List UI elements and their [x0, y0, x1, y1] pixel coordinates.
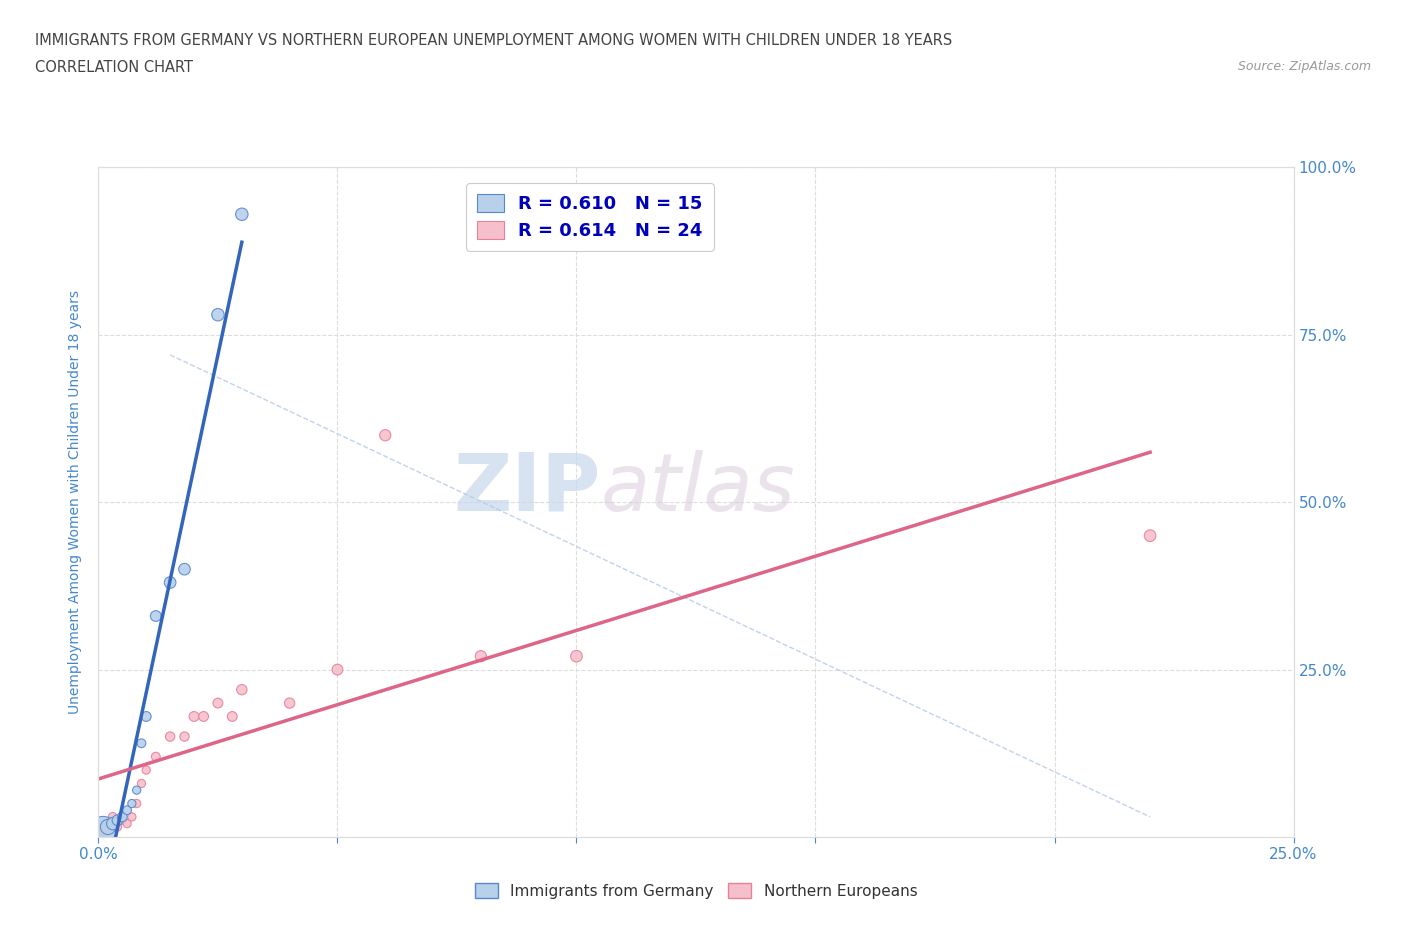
Point [145, 750, 167, 764]
Text: Source: ZipAtlas.com: Source: ZipAtlas.com [1237, 60, 1371, 73]
Text: atlas: atlas [600, 450, 796, 528]
Point [97, 817, 120, 831]
Text: CORRELATION CHART: CORRELATION CHART [35, 60, 193, 75]
Point [207, 307, 229, 322]
Point [565, 649, 588, 664]
Point [111, 809, 134, 824]
Point [107, 819, 129, 834]
Y-axis label: Unemployment Among Women with Children Under 18 years: Unemployment Among Women with Children U… [69, 290, 83, 714]
Point [111, 813, 134, 828]
Point [173, 729, 195, 744]
Point [193, 709, 215, 724]
Point [91, 823, 114, 838]
Point [231, 683, 253, 698]
Text: IMMIGRANTS FROM GERMANY VS NORTHERN EUROPEAN UNEMPLOYMENT AMONG WOMEN WITH CHILD: IMMIGRANTS FROM GERMANY VS NORTHERN EURO… [35, 33, 952, 47]
Point [97, 819, 120, 834]
Point [131, 736, 153, 751]
Point [121, 796, 143, 811]
Point [101, 817, 124, 831]
Point [159, 575, 181, 590]
Point [135, 709, 157, 724]
Point [135, 763, 157, 777]
Text: ZIP: ZIP [453, 450, 600, 528]
Point [107, 813, 129, 828]
Point [125, 796, 148, 811]
Point [131, 776, 153, 790]
Point [207, 696, 229, 711]
Point [121, 809, 143, 824]
Point [1139, 528, 1161, 543]
Point [278, 696, 301, 711]
Point [145, 608, 167, 623]
Point [115, 817, 138, 831]
Point [470, 649, 492, 664]
Point [326, 662, 349, 677]
Point [115, 803, 138, 817]
Point [125, 783, 148, 798]
Point [374, 428, 396, 443]
Point [183, 709, 205, 724]
Point [91, 823, 114, 838]
Point [221, 709, 243, 724]
Point [159, 729, 181, 744]
Point [101, 809, 124, 824]
Point [231, 206, 253, 221]
Point [173, 562, 195, 577]
Legend: Immigrants from Germany, Northern Europeans: Immigrants from Germany, Northern Europe… [467, 875, 925, 907]
